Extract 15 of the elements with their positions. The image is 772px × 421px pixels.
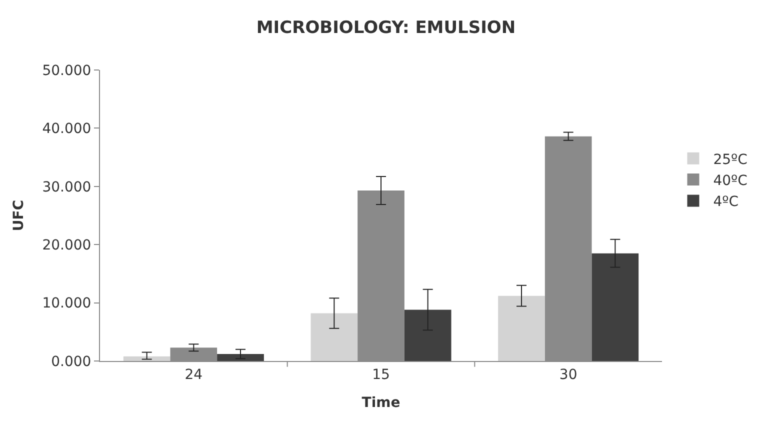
y-tick-label: 0.000 (51, 354, 92, 370)
legend-label: 40ºC (713, 173, 748, 190)
y-tick-label: 40.000 (42, 121, 92, 138)
y-tick-label: 10.000 (42, 296, 92, 312)
y-axis-title: UFC (10, 200, 27, 232)
chart-title: MICROBIOLOGY: EMULSION (256, 18, 516, 38)
x-tick-label: 24 (184, 366, 203, 383)
x-axis-title: Time (362, 395, 400, 412)
y-tick-label: 50.000 (42, 62, 92, 79)
x-tick-label: 30 (559, 366, 578, 383)
legend-label: 25ºC (713, 152, 748, 168)
legend-label: 4ºC (713, 194, 739, 210)
y-tick-label: 20.000 (42, 238, 92, 254)
y-tick-label: 30.000 (42, 179, 92, 196)
x-tick-label: 15 (372, 366, 390, 383)
